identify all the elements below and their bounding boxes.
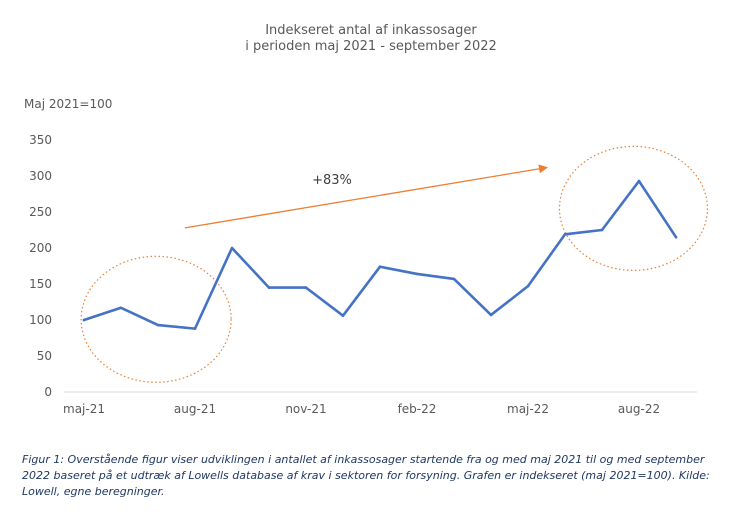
y-tick-label: 0: [44, 385, 52, 399]
x-tick-label: maj-21: [63, 402, 105, 416]
series-line: [82, 179, 678, 330]
data-point: [156, 323, 160, 327]
highlight-circle-end: [558, 145, 709, 271]
data-point: [674, 235, 678, 239]
data-point: [378, 265, 382, 269]
data-point: [600, 228, 604, 232]
x-tick-label: feb-22: [398, 402, 437, 416]
line-chart: Indekseret antal af inkassosager i perio…: [24, 23, 709, 416]
data-point: [230, 246, 234, 250]
x-tick-label: maj-22: [507, 402, 549, 416]
trend-arrow-head: [538, 164, 548, 174]
data-point: [452, 277, 456, 281]
y-tick-label: 250: [29, 205, 52, 219]
data-point: [415, 272, 419, 276]
data-point: [489, 313, 493, 317]
y-tick-label: 50: [37, 349, 52, 363]
figure-caption: Figur 1: Overstående figur viser udvikli…: [22, 453, 710, 498]
data-point: [341, 314, 345, 317]
y-tick-label: 200: [29, 241, 52, 255]
data-point: [267, 286, 271, 289]
x-tick-label: nov-21: [285, 402, 326, 416]
data-point: [119, 306, 123, 310]
data-point: [563, 233, 567, 236]
y-tick-label: 300: [29, 169, 52, 183]
y-tick-label: 100: [29, 313, 52, 327]
data-point: [637, 179, 641, 183]
x-tick-label: aug-22: [618, 402, 660, 416]
highlight-circle-start: [80, 255, 232, 383]
chart-title-line1: Indekseret antal af inkassosager: [265, 23, 477, 38]
data-point: [304, 286, 308, 289]
data-point: [82, 318, 86, 322]
y-tick-label: 150: [29, 277, 52, 291]
data-point: [526, 284, 530, 288]
y-tick-label: 350: [29, 133, 52, 147]
data-point: [193, 327, 197, 330]
trend-arrow-line: [184, 167, 543, 229]
chart-title-line2: i perioden maj 2021 - september 2022: [245, 39, 497, 54]
annotation-label: +83%: [312, 173, 352, 188]
y-axis-label: Maj 2021=100: [24, 97, 112, 111]
x-tick-label: aug-21: [174, 402, 216, 416]
